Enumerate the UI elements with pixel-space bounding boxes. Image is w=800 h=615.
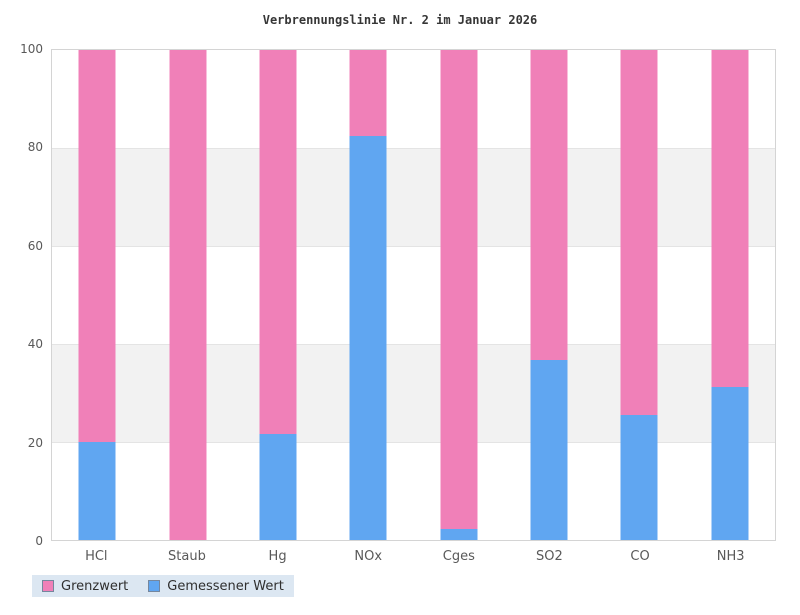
x-category-label: Cges: [442, 549, 475, 564]
bar-segment-gemessener-wert: [259, 433, 297, 540]
plot-area: [51, 49, 776, 541]
x-category-label: NH3: [716, 549, 745, 564]
x-category-label: SO2: [536, 549, 563, 564]
bar-segment-grenzwert: [259, 50, 297, 434]
bar-group-staub: [169, 50, 207, 540]
legend: Grenzwert Gemessener Wert: [32, 575, 294, 597]
bar-segment-gemessener-wert: [349, 135, 387, 540]
y-tick-label: 60: [27, 238, 43, 253]
y-tick-label: 100: [20, 42, 43, 56]
bar-segment-gemessener-wert: [530, 360, 568, 540]
y-tick-label: 80: [27, 140, 43, 155]
x-category-label: Hg: [268, 549, 287, 564]
bar-segment-gemessener-wert: [78, 442, 116, 540]
x-category-label: CO: [630, 549, 650, 564]
gridline: [52, 442, 775, 443]
bar-segment-grenzwert: [711, 50, 749, 387]
x-category-label: HCl: [85, 549, 108, 564]
chart-title: Verbrennungslinie Nr. 2 im Januar 2026: [262, 13, 538, 27]
x-category-label: NOx: [354, 549, 383, 564]
bar-segment-grenzwert: [169, 50, 207, 540]
legend-label-grenzwert: Grenzwert: [61, 578, 129, 594]
legend-label-gemessener-wert: Gemessener Wert: [167, 578, 284, 594]
gridline: [52, 246, 775, 247]
bar-segment-grenzwert: [78, 50, 116, 442]
y-tick-label: 20: [27, 435, 43, 450]
grenzwert-swatch-icon: [42, 580, 54, 592]
bar-segment-gemessener-wert: [711, 386, 749, 540]
bar-group-co: [620, 50, 658, 540]
bar-segment-gemessener-wert: [620, 415, 658, 540]
legend-item-gemessener-wert: Gemessener Wert: [148, 579, 284, 594]
bar-group-cges: [440, 50, 478, 540]
bar-segment-grenzwert: [620, 50, 658, 416]
bar-segment-grenzwert: [530, 50, 568, 361]
bar-group-hcl: [78, 50, 116, 540]
bar-group-nox: [349, 50, 387, 540]
gemessener-wert-swatch-icon: [148, 580, 161, 592]
bar-group-hg: [259, 50, 297, 540]
y-tick-label: 40: [27, 337, 43, 352]
legend-item-grenzwert: Grenzwert: [42, 579, 128, 594]
gridline: [52, 344, 775, 345]
gridline: [52, 148, 775, 149]
bar-group-nh3: [711, 50, 749, 540]
y-tick-label: 0: [35, 534, 43, 548]
bar-group-so2: [530, 50, 568, 540]
x-category-label: Staub: [168, 549, 206, 564]
bar-segment-grenzwert: [349, 50, 387, 136]
bar-segment-grenzwert: [440, 50, 478, 529]
bar-segment-gemessener-wert: [440, 528, 478, 540]
